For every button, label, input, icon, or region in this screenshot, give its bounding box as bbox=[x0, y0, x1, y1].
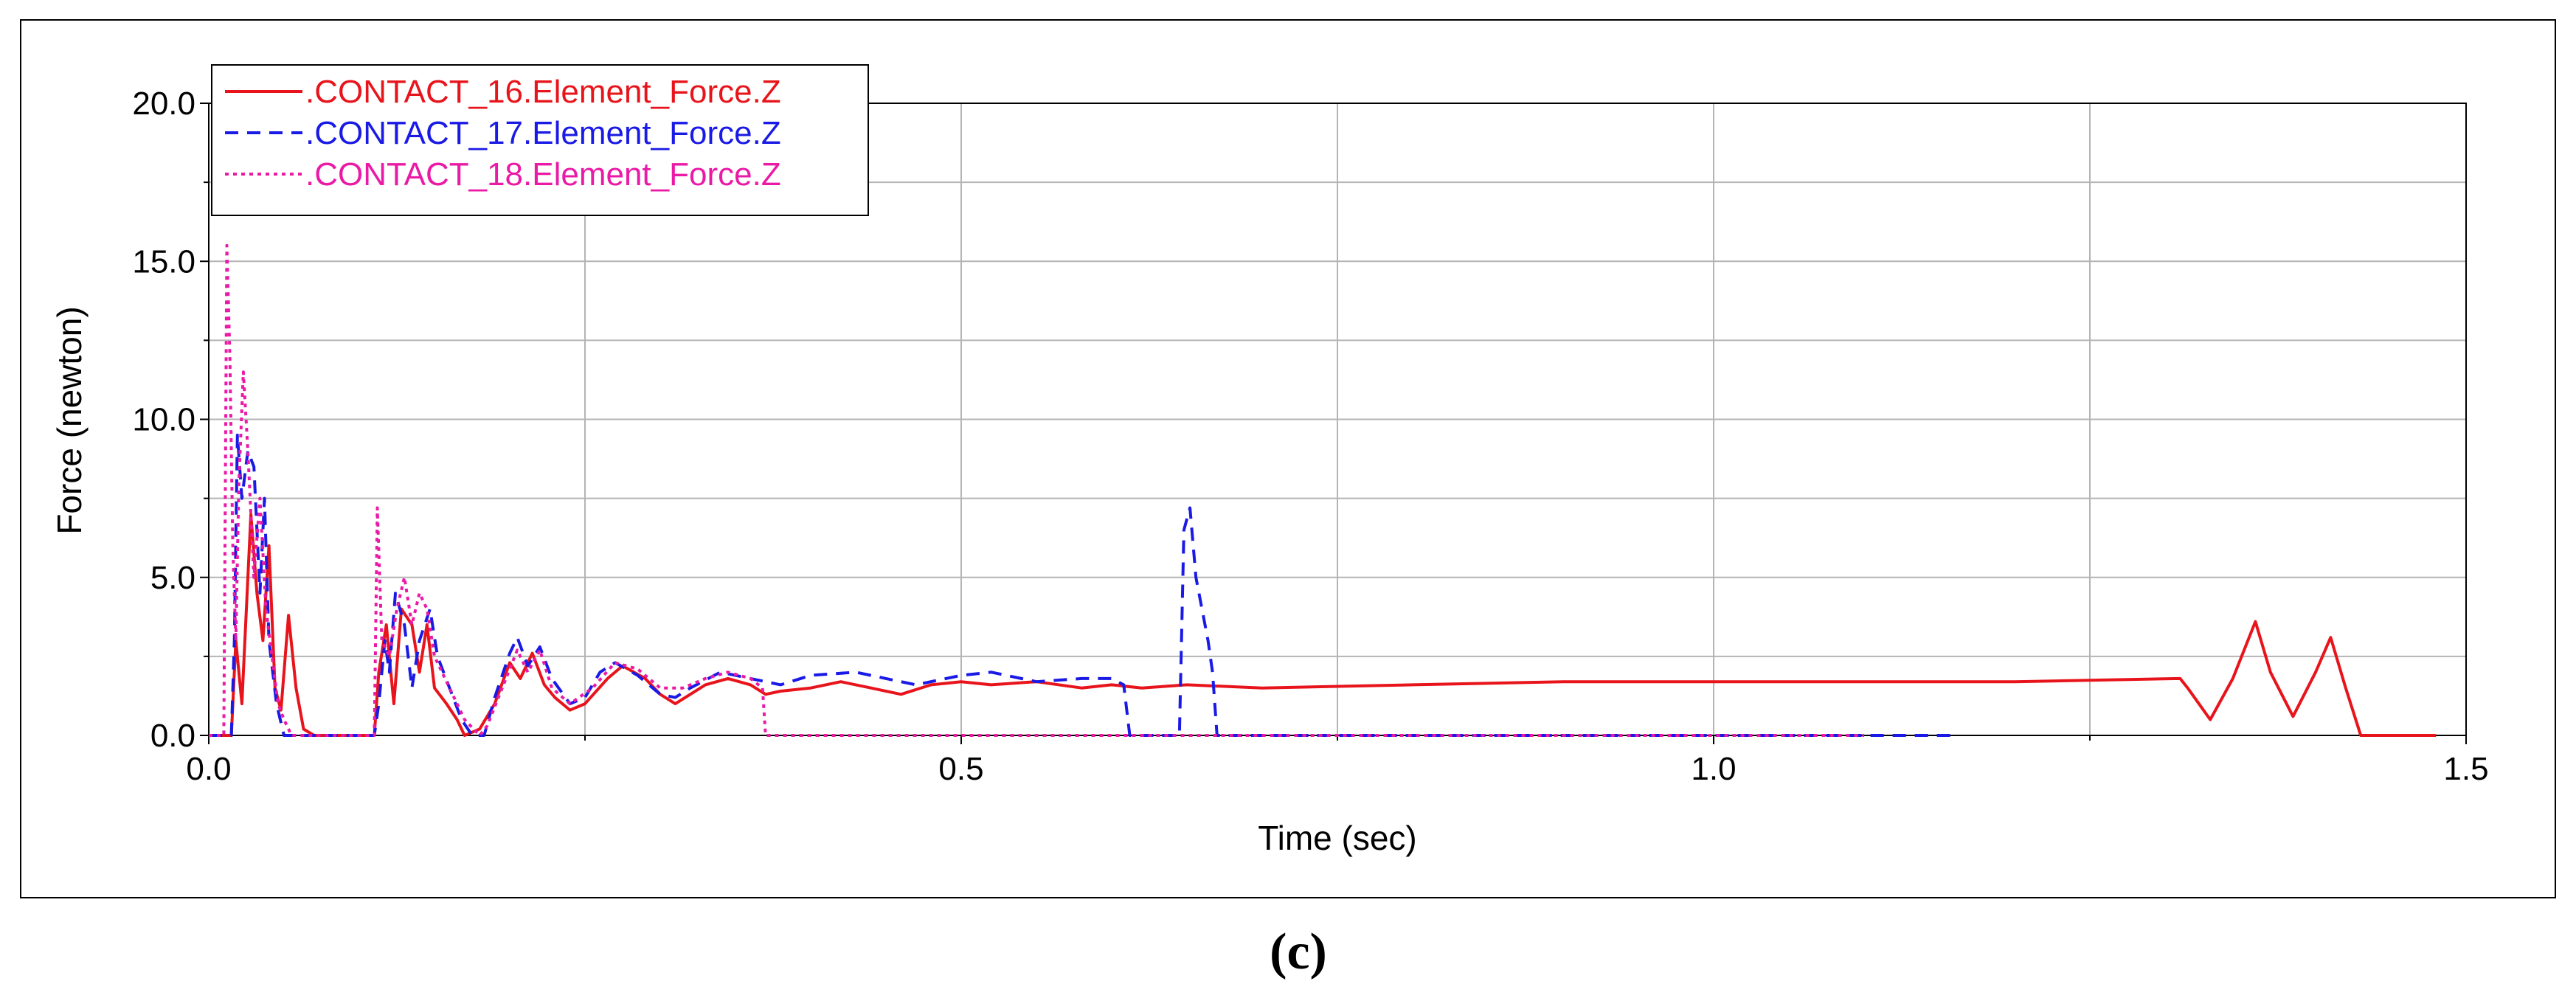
series-line-3 bbox=[209, 243, 1864, 737]
y-tick-label: 20.0 bbox=[132, 86, 195, 122]
x-axis: 0.0 0.5 1.0 1.5 bbox=[186, 735, 2489, 787]
y-tick-label: 5.0 bbox=[150, 560, 195, 596]
legend: .CONTACT_16.Element_Force.Z .CONTACT_17.E… bbox=[211, 64, 869, 216]
series-line-1 bbox=[209, 513, 2437, 737]
legend-label-3: .CONTACT_18.Element_Force.Z bbox=[305, 156, 781, 193]
y-tick-label: 10.0 bbox=[132, 402, 195, 438]
y-tick-label: 15.0 bbox=[132, 243, 195, 280]
y-axis-label: Force (newton) bbox=[50, 306, 89, 534]
x-tick-label: 1.0 bbox=[1691, 751, 1736, 787]
y-tick-label: 0.0 bbox=[150, 718, 195, 754]
x-tick-label: 0.5 bbox=[938, 751, 983, 787]
x-tick-label: 0.0 bbox=[186, 751, 231, 787]
series-line-2 bbox=[209, 433, 1955, 737]
grid-lines bbox=[209, 103, 2466, 735]
y-axis: 0.0 5.0 10.0 15.0 20.0 bbox=[132, 86, 209, 754]
x-axis-label: Time (sec) bbox=[1258, 819, 1417, 857]
figure-caption: (c) bbox=[1270, 924, 1327, 980]
x-tick-label: 1.5 bbox=[2443, 751, 2488, 787]
legend-label-1: .CONTACT_16.Element_Force.Z bbox=[305, 74, 781, 110]
series-lines bbox=[209, 243, 2437, 737]
legend-box bbox=[211, 64, 869, 216]
legend-label-2: .CONTACT_17.Element_Force.Z bbox=[305, 115, 781, 151]
